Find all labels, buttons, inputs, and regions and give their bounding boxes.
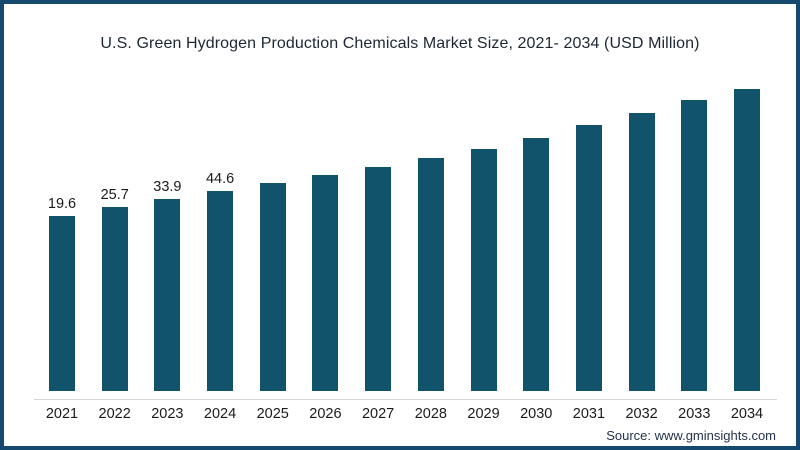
bar-2034 <box>733 89 760 391</box>
x-tick-label-2026: 2026 <box>309 406 342 422</box>
bar-2021 <box>49 216 75 391</box>
x-axis-line <box>34 399 777 400</box>
chart-title: U.S. Green Hydrogen Production Chemicals… <box>100 35 700 52</box>
x-tick-label-2028: 2028 <box>414 406 447 422</box>
bar-2029 <box>470 149 497 391</box>
x-tick-label-2031: 2031 <box>572 406 606 422</box>
bar-value-label-2021: 19.6 <box>47 196 77 212</box>
bar-2026 <box>312 175 339 391</box>
x-tick-label-2023: 2023 <box>151 406 184 422</box>
bar-2027 <box>365 167 392 391</box>
x-tick-label-2029: 2029 <box>467 406 500 422</box>
bar-2023 <box>154 199 181 391</box>
source-note: Source: www.gminsights.com <box>606 428 776 443</box>
bar-2033 <box>681 100 708 391</box>
x-tick-label-2030: 2030 <box>520 406 553 422</box>
bar-value-label-2024: 44.6 <box>205 171 235 187</box>
x-tick-label-2021: 2021 <box>45 406 79 422</box>
bar-value-label-2022: 25.7 <box>100 187 129 203</box>
bar-value-label-2023: 33.9 <box>153 179 182 195</box>
x-tick-label-2027: 2027 <box>361 406 395 422</box>
bar-2030 <box>523 138 550 391</box>
bar-2025 <box>259 183 286 391</box>
x-tick-label-2034: 2034 <box>730 406 764 422</box>
x-tick-label-2025: 2025 <box>256 406 289 422</box>
bar-2031 <box>575 125 602 391</box>
x-tick-label-2032: 2032 <box>625 406 658 422</box>
bar-2032 <box>628 113 655 391</box>
x-tick-label-2022: 2022 <box>98 406 131 422</box>
bar-2024 <box>207 191 234 391</box>
x-tick-label-2024: 2024 <box>203 406 237 422</box>
bar-2022 <box>101 207 128 391</box>
plot-area: 19.6 2021 25.7 2022 33.9 2023 44.6 2024 2025 2026… <box>4 4 796 446</box>
x-tick-label-2033: 2033 <box>678 406 711 422</box>
bar-2028 <box>417 158 444 391</box>
